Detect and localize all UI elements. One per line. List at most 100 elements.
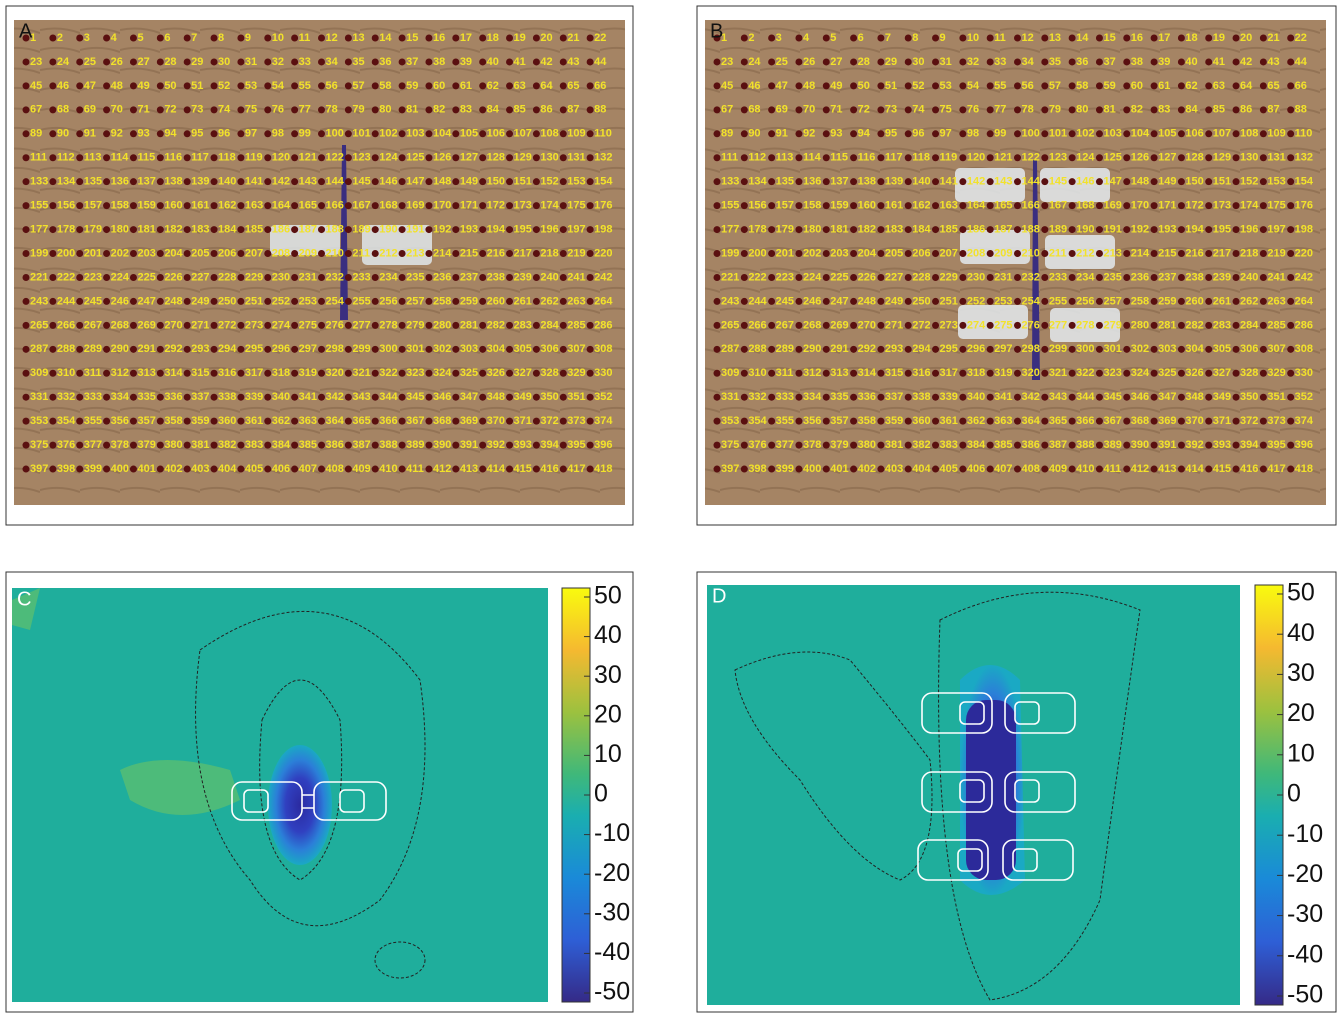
marker-label: 147 bbox=[406, 176, 424, 188]
marker-dot bbox=[506, 418, 513, 425]
marker-dot bbox=[506, 322, 513, 329]
marker-label: 279 bbox=[406, 319, 424, 331]
marker-label: 368 bbox=[433, 415, 451, 427]
marker-dot bbox=[318, 226, 325, 233]
marker-label: 132 bbox=[1295, 152, 1313, 164]
marker-dot bbox=[103, 226, 110, 233]
marker-label: 233 bbox=[352, 271, 370, 283]
marker-label: 207 bbox=[940, 247, 958, 259]
marker-dot bbox=[1287, 370, 1294, 377]
marker-dot bbox=[130, 58, 137, 65]
marker-label: 37 bbox=[1103, 56, 1115, 68]
marker-dot bbox=[959, 58, 966, 65]
marker-label: 234 bbox=[1076, 271, 1095, 283]
marker-dot bbox=[823, 82, 830, 89]
marker-label: 51 bbox=[885, 80, 897, 92]
marker-dot bbox=[959, 298, 966, 305]
marker-label: 238 bbox=[1185, 271, 1203, 283]
marker-label: 378 bbox=[111, 439, 129, 451]
marker-label: 42 bbox=[540, 56, 552, 68]
marker-dot bbox=[1233, 178, 1240, 185]
marker-label: 292 bbox=[858, 343, 876, 355]
marker-dot bbox=[850, 202, 857, 209]
marker-dot bbox=[399, 226, 406, 233]
marker-dot bbox=[1014, 250, 1021, 257]
marker-dot bbox=[1233, 106, 1240, 113]
marker-label: 103 bbox=[1103, 128, 1121, 140]
marker-label: 205 bbox=[885, 247, 903, 259]
marker-label: 345 bbox=[1103, 391, 1121, 403]
marker-label: 372 bbox=[540, 415, 558, 427]
marker-dot bbox=[1014, 370, 1021, 377]
marker-dot bbox=[1069, 130, 1076, 137]
marker-label: 12 bbox=[1022, 32, 1034, 44]
marker-label: 357 bbox=[137, 415, 155, 427]
marker-dot bbox=[823, 394, 830, 401]
marker-dot bbox=[1287, 202, 1294, 209]
marker-dot bbox=[1233, 82, 1240, 89]
panel-label: D bbox=[712, 585, 726, 607]
marker-dot bbox=[850, 82, 857, 89]
marker-dot bbox=[1069, 202, 1076, 209]
marker-label: 309 bbox=[30, 367, 48, 379]
marker-label: 16 bbox=[433, 32, 445, 44]
marker-label: 93 bbox=[830, 128, 842, 140]
marker-label: 102 bbox=[379, 128, 397, 140]
marker-label: 18 bbox=[1185, 32, 1197, 44]
marker-dot bbox=[877, 274, 884, 281]
marker-label: 388 bbox=[1076, 439, 1094, 451]
marker-dot bbox=[1151, 58, 1158, 65]
marker-label: 399 bbox=[776, 463, 794, 475]
marker-dot bbox=[932, 346, 939, 353]
marker-dot bbox=[1233, 130, 1240, 137]
marker-dot bbox=[130, 35, 137, 42]
marker-dot bbox=[533, 466, 540, 473]
marker-dot bbox=[823, 178, 830, 185]
marker-dot bbox=[264, 418, 271, 425]
marker-dot bbox=[714, 442, 721, 449]
marker-dot bbox=[1096, 106, 1103, 113]
marker-label: 296 bbox=[967, 343, 985, 355]
marker-dot bbox=[587, 322, 594, 329]
marker-dot bbox=[479, 442, 486, 449]
marker-dot bbox=[479, 202, 486, 209]
marker-dot bbox=[1096, 226, 1103, 233]
marker-dot bbox=[560, 154, 567, 161]
marker-label: 398 bbox=[57, 463, 75, 475]
marker-label: 228 bbox=[912, 271, 930, 283]
marker-dot bbox=[1178, 466, 1185, 473]
marker-label: 94 bbox=[164, 128, 177, 140]
marker-label: 19 bbox=[1213, 32, 1225, 44]
marker-dot bbox=[506, 106, 513, 113]
marker-dot bbox=[237, 466, 244, 473]
marker-label: 138 bbox=[164, 176, 182, 188]
marker-label: 104 bbox=[1131, 128, 1150, 140]
marker-dot bbox=[587, 226, 594, 233]
marker-label: 7 bbox=[885, 32, 891, 44]
marker-label: 278 bbox=[1076, 319, 1094, 331]
marker-label: 26 bbox=[111, 56, 123, 68]
marker-label: 136 bbox=[803, 176, 821, 188]
marker-label: 330 bbox=[1295, 367, 1313, 379]
marker-dot bbox=[1041, 82, 1048, 89]
marker-label: 380 bbox=[164, 439, 182, 451]
marker-label: 41 bbox=[1213, 56, 1225, 68]
marker-label: 344 bbox=[379, 391, 398, 403]
marker-dot bbox=[850, 274, 857, 281]
marker-label: 363 bbox=[299, 415, 317, 427]
marker-dot bbox=[425, 274, 432, 281]
marker-label: 132 bbox=[594, 152, 612, 164]
marker-dot bbox=[850, 226, 857, 233]
marker-dot bbox=[877, 35, 884, 42]
marker-label: 180 bbox=[803, 223, 821, 235]
marker-label: 99 bbox=[299, 128, 311, 140]
marker-label: 34 bbox=[1022, 56, 1035, 68]
marker-dot bbox=[1014, 226, 1021, 233]
marker-dot bbox=[1287, 418, 1294, 425]
marker-dot bbox=[741, 442, 748, 449]
marker-label: 172 bbox=[1185, 200, 1203, 212]
marker-dot bbox=[877, 178, 884, 185]
marker-label: 327 bbox=[514, 367, 532, 379]
colorbar-tick-label: 40 bbox=[1287, 619, 1315, 647]
marker-dot bbox=[987, 178, 994, 185]
